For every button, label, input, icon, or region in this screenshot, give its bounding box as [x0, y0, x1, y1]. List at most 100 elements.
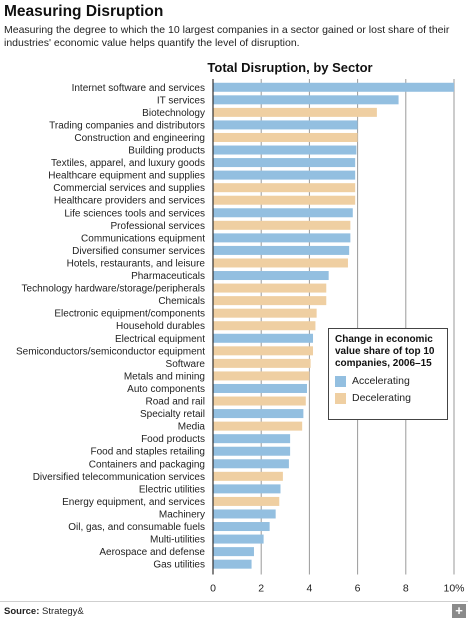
bar-33	[213, 496, 280, 506]
x-tick-label-6: 6	[355, 582, 361, 594]
bar-15	[213, 271, 329, 281]
category-label-33: Energy equipment, and services	[62, 497, 205, 508]
bar-32	[213, 484, 281, 494]
bar-30	[213, 459, 289, 469]
bar-38	[213, 559, 252, 569]
category-label-31: Diversified telecommunication services	[33, 472, 205, 483]
category-label-13: Diversified consumer services	[72, 246, 205, 257]
category-label-23: Metals and mining	[124, 371, 205, 382]
bar-13	[213, 245, 350, 255]
category-label-10: Life sciences tools and services	[64, 208, 205, 219]
category-label-24: Auto components	[127, 384, 205, 395]
category-label-22: Software	[166, 359, 206, 370]
footer-divider	[0, 601, 468, 602]
category-label-20: Electrical equipment	[115, 334, 205, 345]
x-tick-label-4: 4	[306, 582, 312, 594]
category-label-4: Construction and engineering	[74, 133, 205, 144]
category-label-25: Road and rail	[146, 397, 205, 408]
category-label-32: Electric utilities	[139, 484, 205, 495]
x-axis: 0 2 4 6 8 10%	[210, 79, 465, 594]
category-label-18: Electronic equipment/components	[54, 309, 205, 320]
bar-5	[213, 145, 357, 155]
source-note: Source: Strategy&	[4, 606, 84, 617]
bar-6	[213, 158, 356, 168]
bar-35	[213, 522, 270, 532]
category-label-17: Chemicals	[158, 296, 205, 307]
bar-10	[213, 208, 353, 218]
bar-25	[213, 396, 306, 406]
bar-16	[213, 283, 327, 293]
category-label-2: Biotechnology	[142, 108, 205, 119]
category-label-9: Healthcare providers and services	[54, 196, 205, 207]
bar-24	[213, 383, 307, 393]
legend-entry-accelerating: Accelerating	[335, 375, 441, 387]
bar-23	[213, 371, 310, 381]
bars	[213, 82, 454, 569]
bar-11	[213, 220, 351, 230]
legend-entry-decelerating: Decelerating	[335, 392, 441, 404]
bar-9	[213, 195, 356, 205]
bar-18	[213, 308, 317, 318]
category-label-15: Pharmaceuticals	[131, 271, 205, 282]
category-label-5: Building products	[128, 146, 205, 157]
x-tick-label-8: 8	[403, 582, 409, 594]
x-tick-label-0: 0	[210, 582, 216, 594]
category-label-29: Food and staples retailing	[90, 447, 205, 458]
bar-34	[213, 509, 276, 519]
bar-3	[213, 120, 358, 130]
bar-14	[213, 258, 348, 268]
bar-28	[213, 434, 291, 444]
category-label-30: Containers and packaging	[89, 459, 205, 470]
x-tick-label-10: 10%	[443, 582, 464, 594]
bar-1	[213, 95, 399, 105]
bar-2	[213, 107, 377, 117]
category-label-36: Multi-utilities	[150, 535, 205, 546]
legend-swatch-accelerating	[335, 375, 346, 387]
category-label-12: Communications equipment	[81, 233, 205, 244]
legend-label-decelerating: Decelerating	[352, 392, 411, 404]
page-title: Measuring Disruption	[4, 3, 164, 20]
category-label-8: Commercial services and supplies	[53, 183, 205, 194]
category-label-38: Gas utilities	[153, 560, 205, 571]
bar-7	[213, 170, 356, 180]
bar-27	[213, 421, 303, 431]
bar-31	[213, 471, 283, 481]
category-label-14: Hotels, restaurants, and leisure	[67, 258, 206, 269]
bar-8	[213, 183, 356, 193]
chart-title: Total Disruption, by Sector	[207, 60, 372, 75]
legend: Change in economic value share of top 10…	[328, 328, 448, 420]
category-label-3: Trading companies and distributors	[49, 120, 205, 131]
bar-19	[213, 321, 316, 331]
bar-12	[213, 233, 351, 243]
bar-4	[213, 132, 358, 142]
category-label-28: Food products	[141, 434, 205, 445]
category-label-1: IT services	[157, 95, 205, 106]
category-label-19: Household durables	[116, 321, 205, 332]
category-label-35: Oil, gas, and consumable fuels	[68, 522, 205, 533]
bar-21	[213, 346, 314, 356]
source-value: Strategy&	[42, 606, 84, 617]
page-subtitle: Measuring the degree to which the 10 lar…	[4, 24, 450, 49]
expand-plus-button[interactable]: +	[452, 604, 466, 618]
legend-label-accelerating: Accelerating	[352, 375, 410, 387]
category-label-21: Semiconductors/semiconductor equipment	[16, 346, 205, 357]
bar-37	[213, 547, 254, 557]
x-tick-label-2: 2	[258, 582, 264, 594]
bar-17	[213, 296, 327, 306]
category-label-26: Specialty retail	[140, 409, 205, 420]
category-label-0: Internet software and services	[72, 83, 205, 94]
category-label-16: Technology hardware/storage/peripherals	[22, 284, 205, 295]
legend-swatch-decelerating	[335, 392, 346, 404]
source-label: Source:	[4, 606, 40, 617]
disruption-bar-chart: Total Disruption, by Sector Internet sof…	[16, 60, 465, 594]
bar-0	[213, 82, 454, 92]
category-label-7: Healthcare equipment and supplies	[48, 171, 205, 182]
bar-26	[213, 409, 304, 419]
bar-29	[213, 446, 291, 456]
category-label-34: Machinery	[159, 509, 205, 520]
bar-20	[213, 333, 314, 343]
bar-22	[213, 358, 311, 368]
category-label-11: Professional services	[111, 221, 205, 232]
category-label-6: Textiles, apparel, and luxury goods	[51, 158, 205, 169]
